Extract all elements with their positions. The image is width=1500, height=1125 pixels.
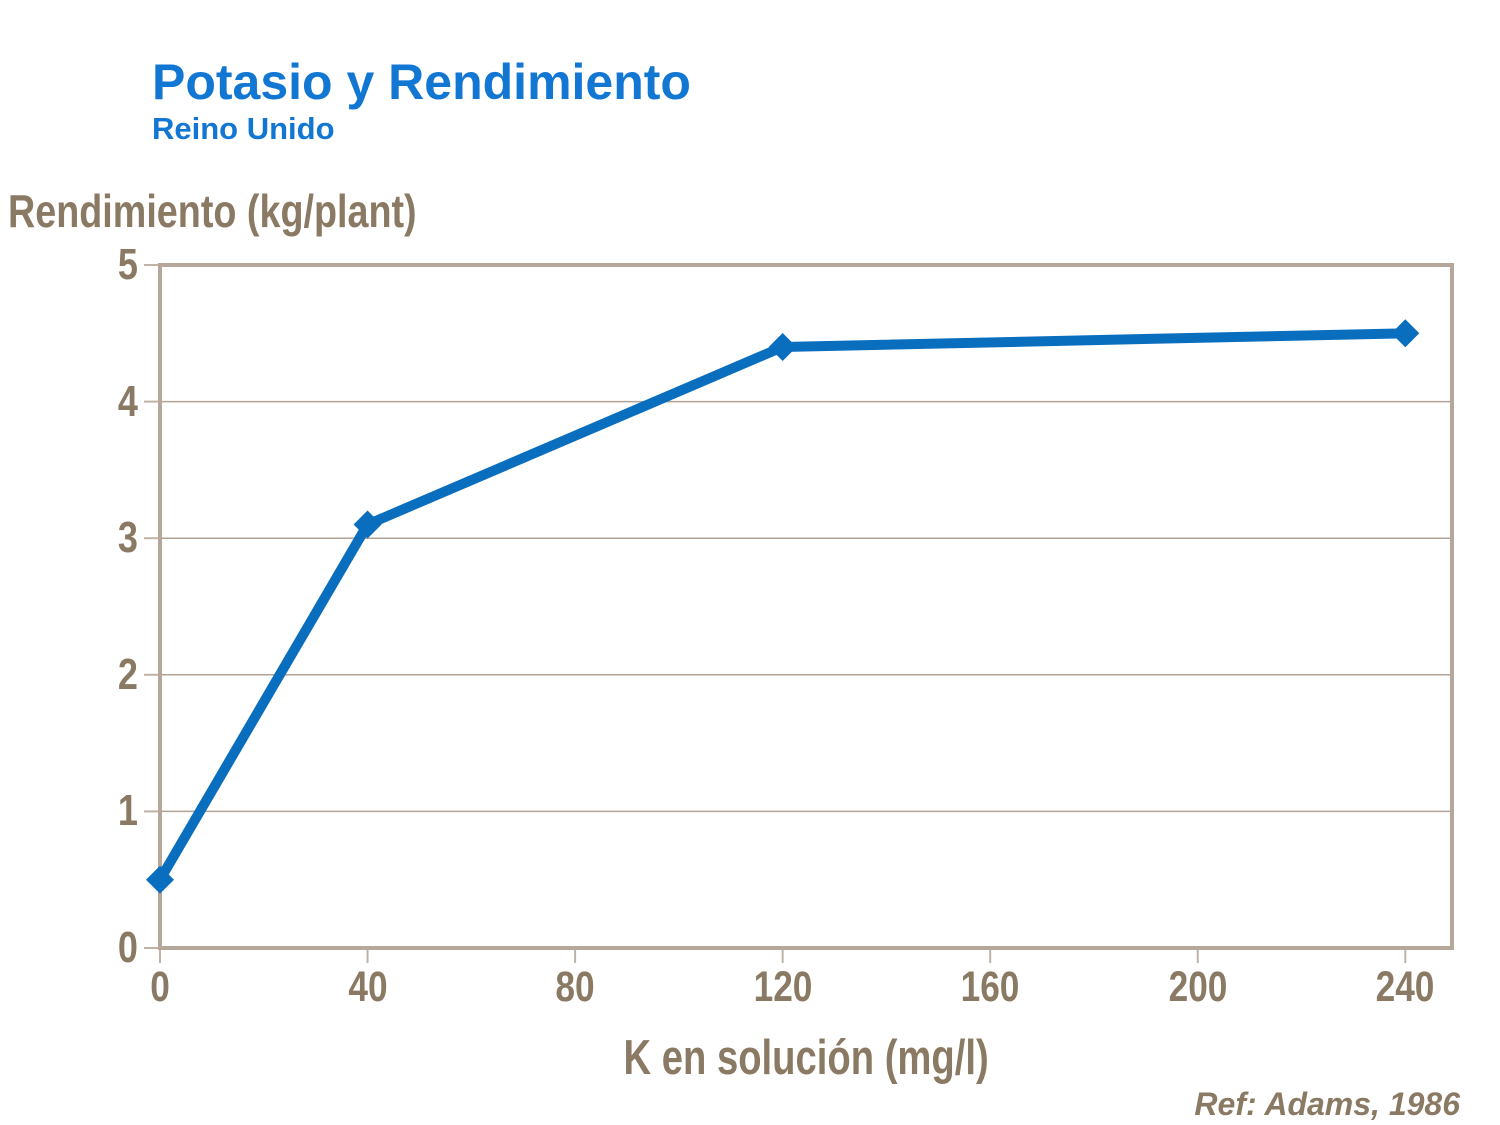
line-chart	[144, 263, 1454, 963]
y-axis-title-text: Rendimiento (kg/plant)	[8, 185, 417, 237]
y-tick-label: 5	[117, 240, 138, 289]
x-axis-tick-labels: 0 40 80 120 160 200 240	[150, 962, 1452, 1012]
x-tick-label: 120	[753, 963, 813, 1011]
chart-title: Potasio y Rendimiento	[152, 54, 691, 110]
x-tick-label: 200	[1168, 963, 1228, 1011]
reference-citation: Ref: Adams, 1986	[1194, 1086, 1460, 1122]
x-tick-label: 40	[347, 963, 388, 1011]
plot-area	[144, 263, 1454, 963]
y-tick-label: 4	[117, 376, 138, 426]
chart-subtitle: Reino Unido	[152, 111, 335, 146]
x-tick-label: 80	[555, 963, 595, 1011]
y-tick-label: 0	[117, 923, 138, 972]
y-tick-label: 2	[117, 649, 138, 699]
x-tick-label: 240	[1375, 963, 1435, 1011]
x-tick-label: 0	[150, 963, 170, 1011]
data-point-marker	[146, 865, 174, 894]
data-line	[155, 328, 1406, 883]
y-axis-tick-labels: 0 1 2 3 4 5	[0, 241, 138, 972]
x-tick-label: 160	[960, 963, 1020, 1011]
data-point-marker	[353, 510, 382, 539]
data-point-marker	[1391, 319, 1420, 348]
data-point-marker	[768, 332, 797, 361]
y-tick-label: 1	[117, 786, 138, 836]
x-axis-title-text: K en solución (mg/l)	[623, 1031, 989, 1085]
x-axis-title: K en solución (mg/l)	[160, 1028, 1452, 1088]
plot-border	[158, 263, 1454, 950]
y-axis-title: Rendimiento (kg/plant)	[8, 188, 506, 234]
y-tick-label: 3	[117, 513, 138, 563]
